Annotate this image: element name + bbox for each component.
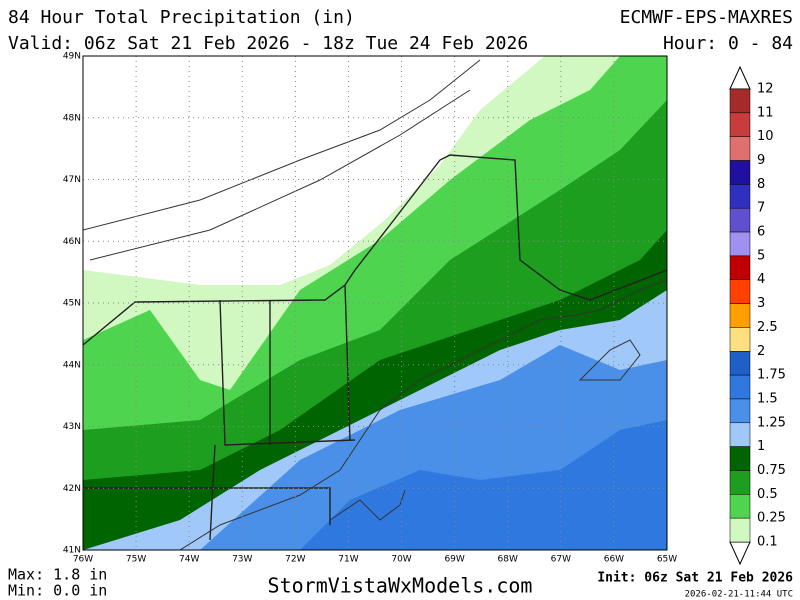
lat-label: 49N xyxy=(63,52,81,62)
legend-swatch xyxy=(729,446,751,471)
valid: Valid: 06z Sat 21 Feb 2026 - 18z Tue 24 … xyxy=(8,33,528,54)
lat-label: 43N xyxy=(63,422,81,432)
lon-label: 67W xyxy=(551,555,571,565)
max: Max: 1.8 in xyxy=(8,566,107,584)
legend-label: 4 xyxy=(757,272,765,287)
legend-swatch xyxy=(729,112,751,137)
legend-swatch xyxy=(729,207,751,233)
lat-label: 44N xyxy=(63,360,81,370)
legend-label: 0.1 xyxy=(757,535,778,550)
precip-band xyxy=(300,420,667,550)
legend-swatch xyxy=(729,184,751,209)
legend-label: 0.5 xyxy=(757,487,778,502)
border xyxy=(83,154,667,346)
legend-swatch xyxy=(729,231,751,257)
legend-swatch xyxy=(729,398,751,424)
map xyxy=(83,56,667,550)
lon-label: 66W xyxy=(604,555,624,565)
legend-swatch xyxy=(729,494,751,519)
legend-label: 2.5 xyxy=(757,320,778,335)
legend-label: 0.75 xyxy=(757,463,786,478)
legend-swatch xyxy=(729,255,751,280)
hours: Hour: 0 - 84 xyxy=(663,33,793,54)
legend-swatch xyxy=(729,470,751,495)
lat-label: 47N xyxy=(63,175,81,185)
legend-label: 12 xyxy=(757,82,774,97)
lat-label: 42N xyxy=(63,484,81,494)
legend-swatch xyxy=(729,136,751,161)
lon-label: 73W xyxy=(232,555,252,565)
border xyxy=(83,284,356,541)
legend-arrow xyxy=(729,65,751,90)
precip-band xyxy=(83,56,545,285)
lon-label: 74W xyxy=(179,555,199,565)
legend-label: 2 xyxy=(757,344,765,359)
lon-label: 70W xyxy=(391,555,411,565)
lon-label: 76W xyxy=(73,555,93,565)
legend-label: 1 xyxy=(757,439,765,454)
legend-label: 1.25 xyxy=(757,415,786,430)
init: Init: 06z Sat 21 Feb 2026 xyxy=(597,571,793,586)
min: Min: 0.0 in xyxy=(8,582,107,600)
legend-swatch xyxy=(729,88,751,114)
legend-swatch xyxy=(729,517,751,543)
title: 84 Hour Total Precipitation (in) xyxy=(8,7,355,28)
lon-label: 71W xyxy=(338,555,358,565)
legend: 12 11 10 9 8 7 6 5 4 3 2.5 2 1.75 1.5 1.25 1 0.75 0.5 0.25… xyxy=(729,65,786,566)
legend-swatch xyxy=(729,351,751,376)
lon-label: 72W xyxy=(285,555,305,565)
legend-swatch xyxy=(729,160,751,185)
legend-label: 0.25 xyxy=(757,511,786,526)
timestamp: 2026-02-21-11:44 UTC xyxy=(685,590,793,600)
lat-label: 48N xyxy=(63,113,81,123)
coastline xyxy=(179,279,667,550)
legend-arrow xyxy=(729,541,751,566)
legend-label: 8 xyxy=(757,177,765,192)
legend-label: 1.75 xyxy=(757,368,786,383)
legend-swatch xyxy=(729,374,751,400)
legend-label: 6 xyxy=(757,225,765,240)
legend-label: 9 xyxy=(757,153,765,168)
lat-label: 46N xyxy=(63,237,81,247)
model: ECMWF-EPS-MAXRES xyxy=(620,7,793,28)
legend-label: 10 xyxy=(757,129,774,144)
legend-swatch xyxy=(729,327,751,352)
legend-swatch xyxy=(729,422,751,447)
legend-swatch xyxy=(729,303,751,328)
legend-label: 7 xyxy=(757,201,765,216)
lon-label: 69W xyxy=(444,555,464,565)
lon-label: 68W xyxy=(498,555,518,565)
lat-label: 45N xyxy=(63,299,81,309)
legend-label: 11 xyxy=(757,105,774,120)
legend-label: 3 xyxy=(757,296,765,311)
legend-label: 5 xyxy=(757,248,765,263)
lon-label: 65W xyxy=(657,555,677,565)
lon-label: 75W xyxy=(126,555,146,565)
map-frame xyxy=(82,55,668,551)
lat-label: 41N xyxy=(63,546,81,556)
legend-swatch xyxy=(729,279,751,304)
legend-label: 1.5 xyxy=(757,391,778,406)
river xyxy=(83,59,481,261)
precip-band xyxy=(600,140,667,240)
site: StormVistaWxModels.com xyxy=(268,574,533,598)
